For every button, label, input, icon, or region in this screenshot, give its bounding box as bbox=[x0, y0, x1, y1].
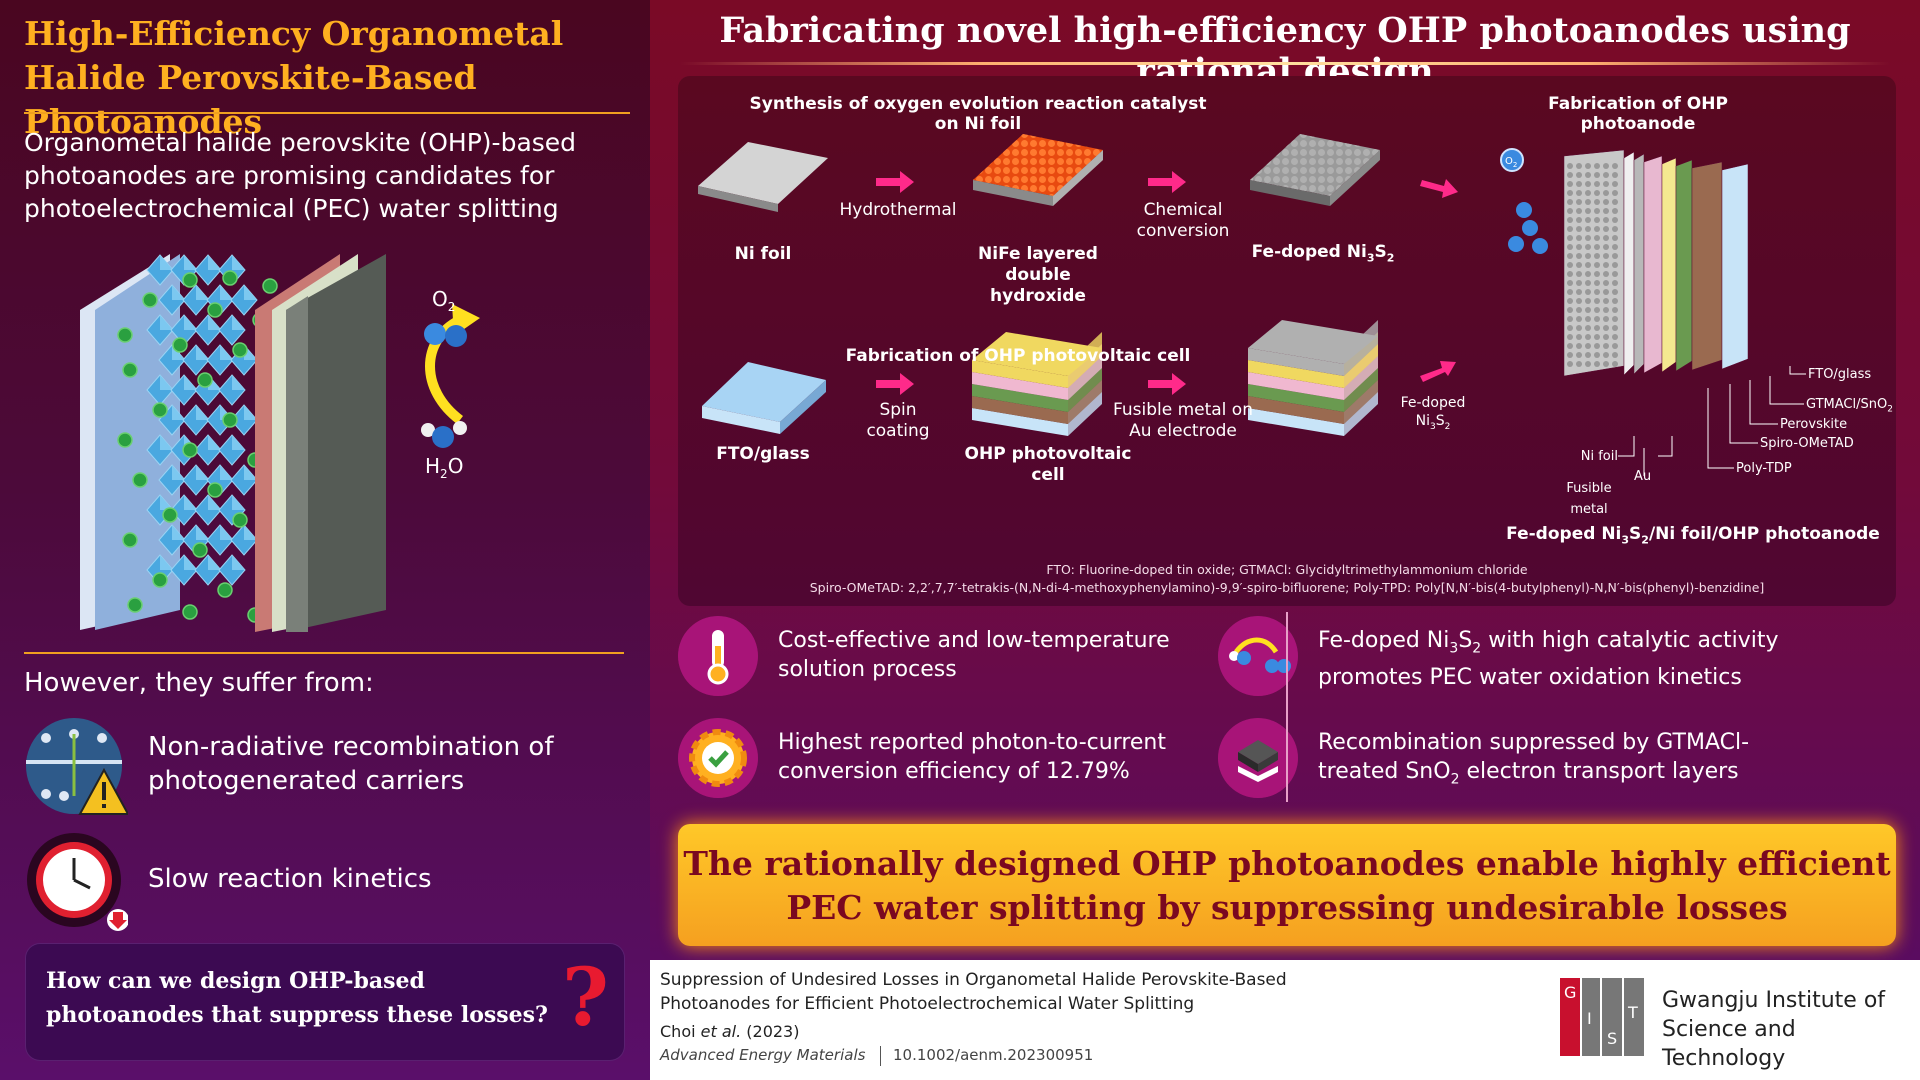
left-title: High-Efficiency Organometal Halide Perov… bbox=[24, 14, 564, 141]
svg-text:O2: O2 bbox=[432, 287, 455, 314]
paper-doi[interactable]: 10.1002/aenm.202300951 bbox=[893, 1046, 1094, 1064]
layer-label-polytdp: Poly-TDP bbox=[1736, 461, 1792, 476]
perovskite-crystals bbox=[146, 254, 258, 586]
ohp-cell-label: OHP photovoltaic cell bbox=[964, 444, 1132, 485]
perovskite-photoanode-illustration: O2 H2O bbox=[80, 254, 480, 632]
conclusion-text: The rationally designed OHP photoanodes … bbox=[683, 844, 1891, 927]
divider bbox=[680, 62, 1890, 65]
feature-catalyst: Fe-doped Ni3S2 with high catalytic activ… bbox=[1218, 616, 1798, 706]
institution-name: Gwangju Institute of Science and Technolo… bbox=[1662, 988, 1886, 1071]
svg-text:S: S bbox=[1607, 1029, 1617, 1048]
abbreviation-note-1: FTO: Fluorine-doped tin oxide; GTMACl: G… bbox=[1046, 562, 1528, 577]
clock-icon bbox=[27, 833, 128, 931]
fabrication-graphics: O2 bbox=[698, 134, 1806, 476]
issue-text: Non-radiative recombination of photogene… bbox=[148, 732, 554, 796]
issue-slow-kinetics: Slow reaction kinetics bbox=[24, 832, 634, 932]
fe-doped-small-label: Fe-doped Ni3S2 bbox=[1400, 395, 1466, 432]
spin-coating-label: Spin coating bbox=[866, 400, 930, 441]
issue-recombination: Non-radiative recombination of photogene… bbox=[24, 716, 634, 816]
ohp-cell-fusible-stack bbox=[1248, 320, 1378, 436]
fabrication-cell-header: Fabrication of OHP photovoltaic cell bbox=[845, 346, 1191, 366]
layer-label-au: Au bbox=[1634, 469, 1652, 484]
question-text: How can we design OHP-based photoanodes … bbox=[46, 968, 548, 1028]
gist-logo: G I S T bbox=[1560, 978, 1644, 1056]
features-divider bbox=[1286, 612, 1288, 802]
feature-recombination: Recombination suppressed by GTMACl-treat… bbox=[1218, 718, 1798, 808]
warning-icon bbox=[26, 718, 128, 815]
svg-text:G: G bbox=[1564, 983, 1576, 1002]
layer-label-ni-foil: Ni foil bbox=[1580, 449, 1618, 464]
thermometer-icon bbox=[678, 616, 758, 696]
photoanode-layers bbox=[1563, 149, 1749, 377]
question-box: How can we design OHP-based photoanodes … bbox=[26, 944, 624, 1060]
nife-label: NiFe layered double hydroxide bbox=[978, 244, 1098, 306]
layer-label-spiro: Spiro-OMeTAD bbox=[1760, 436, 1854, 451]
layer-label-fto: FTO/glass bbox=[1808, 367, 1872, 382]
svg-text:I: I bbox=[1587, 1009, 1592, 1028]
suffer-heading: However, they suffer from: bbox=[24, 668, 374, 698]
issue-text: Slow reaction kinetics bbox=[148, 864, 432, 894]
ni-foil-label: Ni foil bbox=[734, 244, 792, 264]
left-panel: High-Efficiency Organometal Halide Perov… bbox=[0, 0, 650, 1080]
divider bbox=[24, 112, 630, 114]
question-mark-icon: ? bbox=[562, 950, 609, 1044]
fabrication-diagram: O2 Synthesis of oxygen evolution reactio… bbox=[678, 76, 1896, 606]
synthesis-header: Synthesis of oxygen evolution reaction c… bbox=[749, 94, 1207, 134]
right-panel: Fabricating novel high-efficiency OHP ph… bbox=[650, 0, 1920, 960]
molecule-icon bbox=[1218, 616, 1298, 696]
fe-doped-label: Fe-doped Ni3S2 bbox=[1251, 242, 1395, 265]
feature-text: Highest reported photon-to-current conve… bbox=[778, 730, 1166, 784]
feature-text: Fe-doped Ni3S2 with high catalytic activ… bbox=[1318, 628, 1779, 691]
divider bbox=[24, 652, 624, 654]
journal-name: Advanced Energy Materials bbox=[660, 1046, 866, 1064]
features-grid: Cost-effective and low-temperature solut… bbox=[678, 612, 1896, 812]
photoanode-label: Fe-doped Ni3S2/Ni foil/OHP photoanode bbox=[1506, 524, 1880, 547]
layer-label-fusible: Fusible metal bbox=[1566, 481, 1612, 517]
layer-stack-icon bbox=[1218, 718, 1298, 798]
fusible-metal-label: Fusible metal on Au electrode bbox=[1113, 400, 1253, 441]
separator bbox=[880, 1046, 881, 1066]
intro-text: Organometal halide perovskite (OHP)-base… bbox=[24, 128, 577, 223]
svg-text:O2: O2 bbox=[1505, 156, 1517, 169]
conclusion-box: The rationally designed OHP photoanodes … bbox=[678, 824, 1896, 946]
feature-cost-effective: Cost-effective and low-temperature solut… bbox=[678, 616, 1258, 706]
feature-text: Cost-effective and low-temperature solut… bbox=[778, 628, 1170, 682]
fabrication-photoanode-header: Fabrication of OHP photoanode bbox=[1548, 94, 1728, 134]
svg-text:T: T bbox=[1627, 1003, 1638, 1022]
hydrothermal-label: Hydrothermal bbox=[839, 200, 957, 220]
chemical-conversion-label: Chemical conversion bbox=[1136, 200, 1230, 241]
feature-text: Recombination suppressed by GTMACl-treat… bbox=[1318, 730, 1750, 788]
layer-label-gtmacl: GTMACl/SnO2 bbox=[1806, 397, 1893, 415]
paper-authors: Choi et al. (2023) bbox=[660, 1022, 800, 1041]
paper-title: Suppression of Undesired Losses in Organ… bbox=[660, 970, 1287, 1014]
gear-check-icon bbox=[678, 718, 758, 798]
fto-glass-label: FTO/glass bbox=[716, 444, 810, 464]
abbreviation-note-2: Spiro-OMeTAD: 2,2′,7,7′-tetrakis-(N,N-di… bbox=[809, 580, 1765, 595]
svg-text:H2O: H2O bbox=[425, 454, 463, 481]
ohp-cell-stack bbox=[972, 332, 1102, 436]
feature-efficiency: Highest reported photon-to-current conve… bbox=[678, 718, 1258, 808]
layer-label-perovskite: Perovskite bbox=[1780, 417, 1848, 432]
citation-footer: Suppression of Undesired Losses in Organ… bbox=[650, 960, 1920, 1080]
